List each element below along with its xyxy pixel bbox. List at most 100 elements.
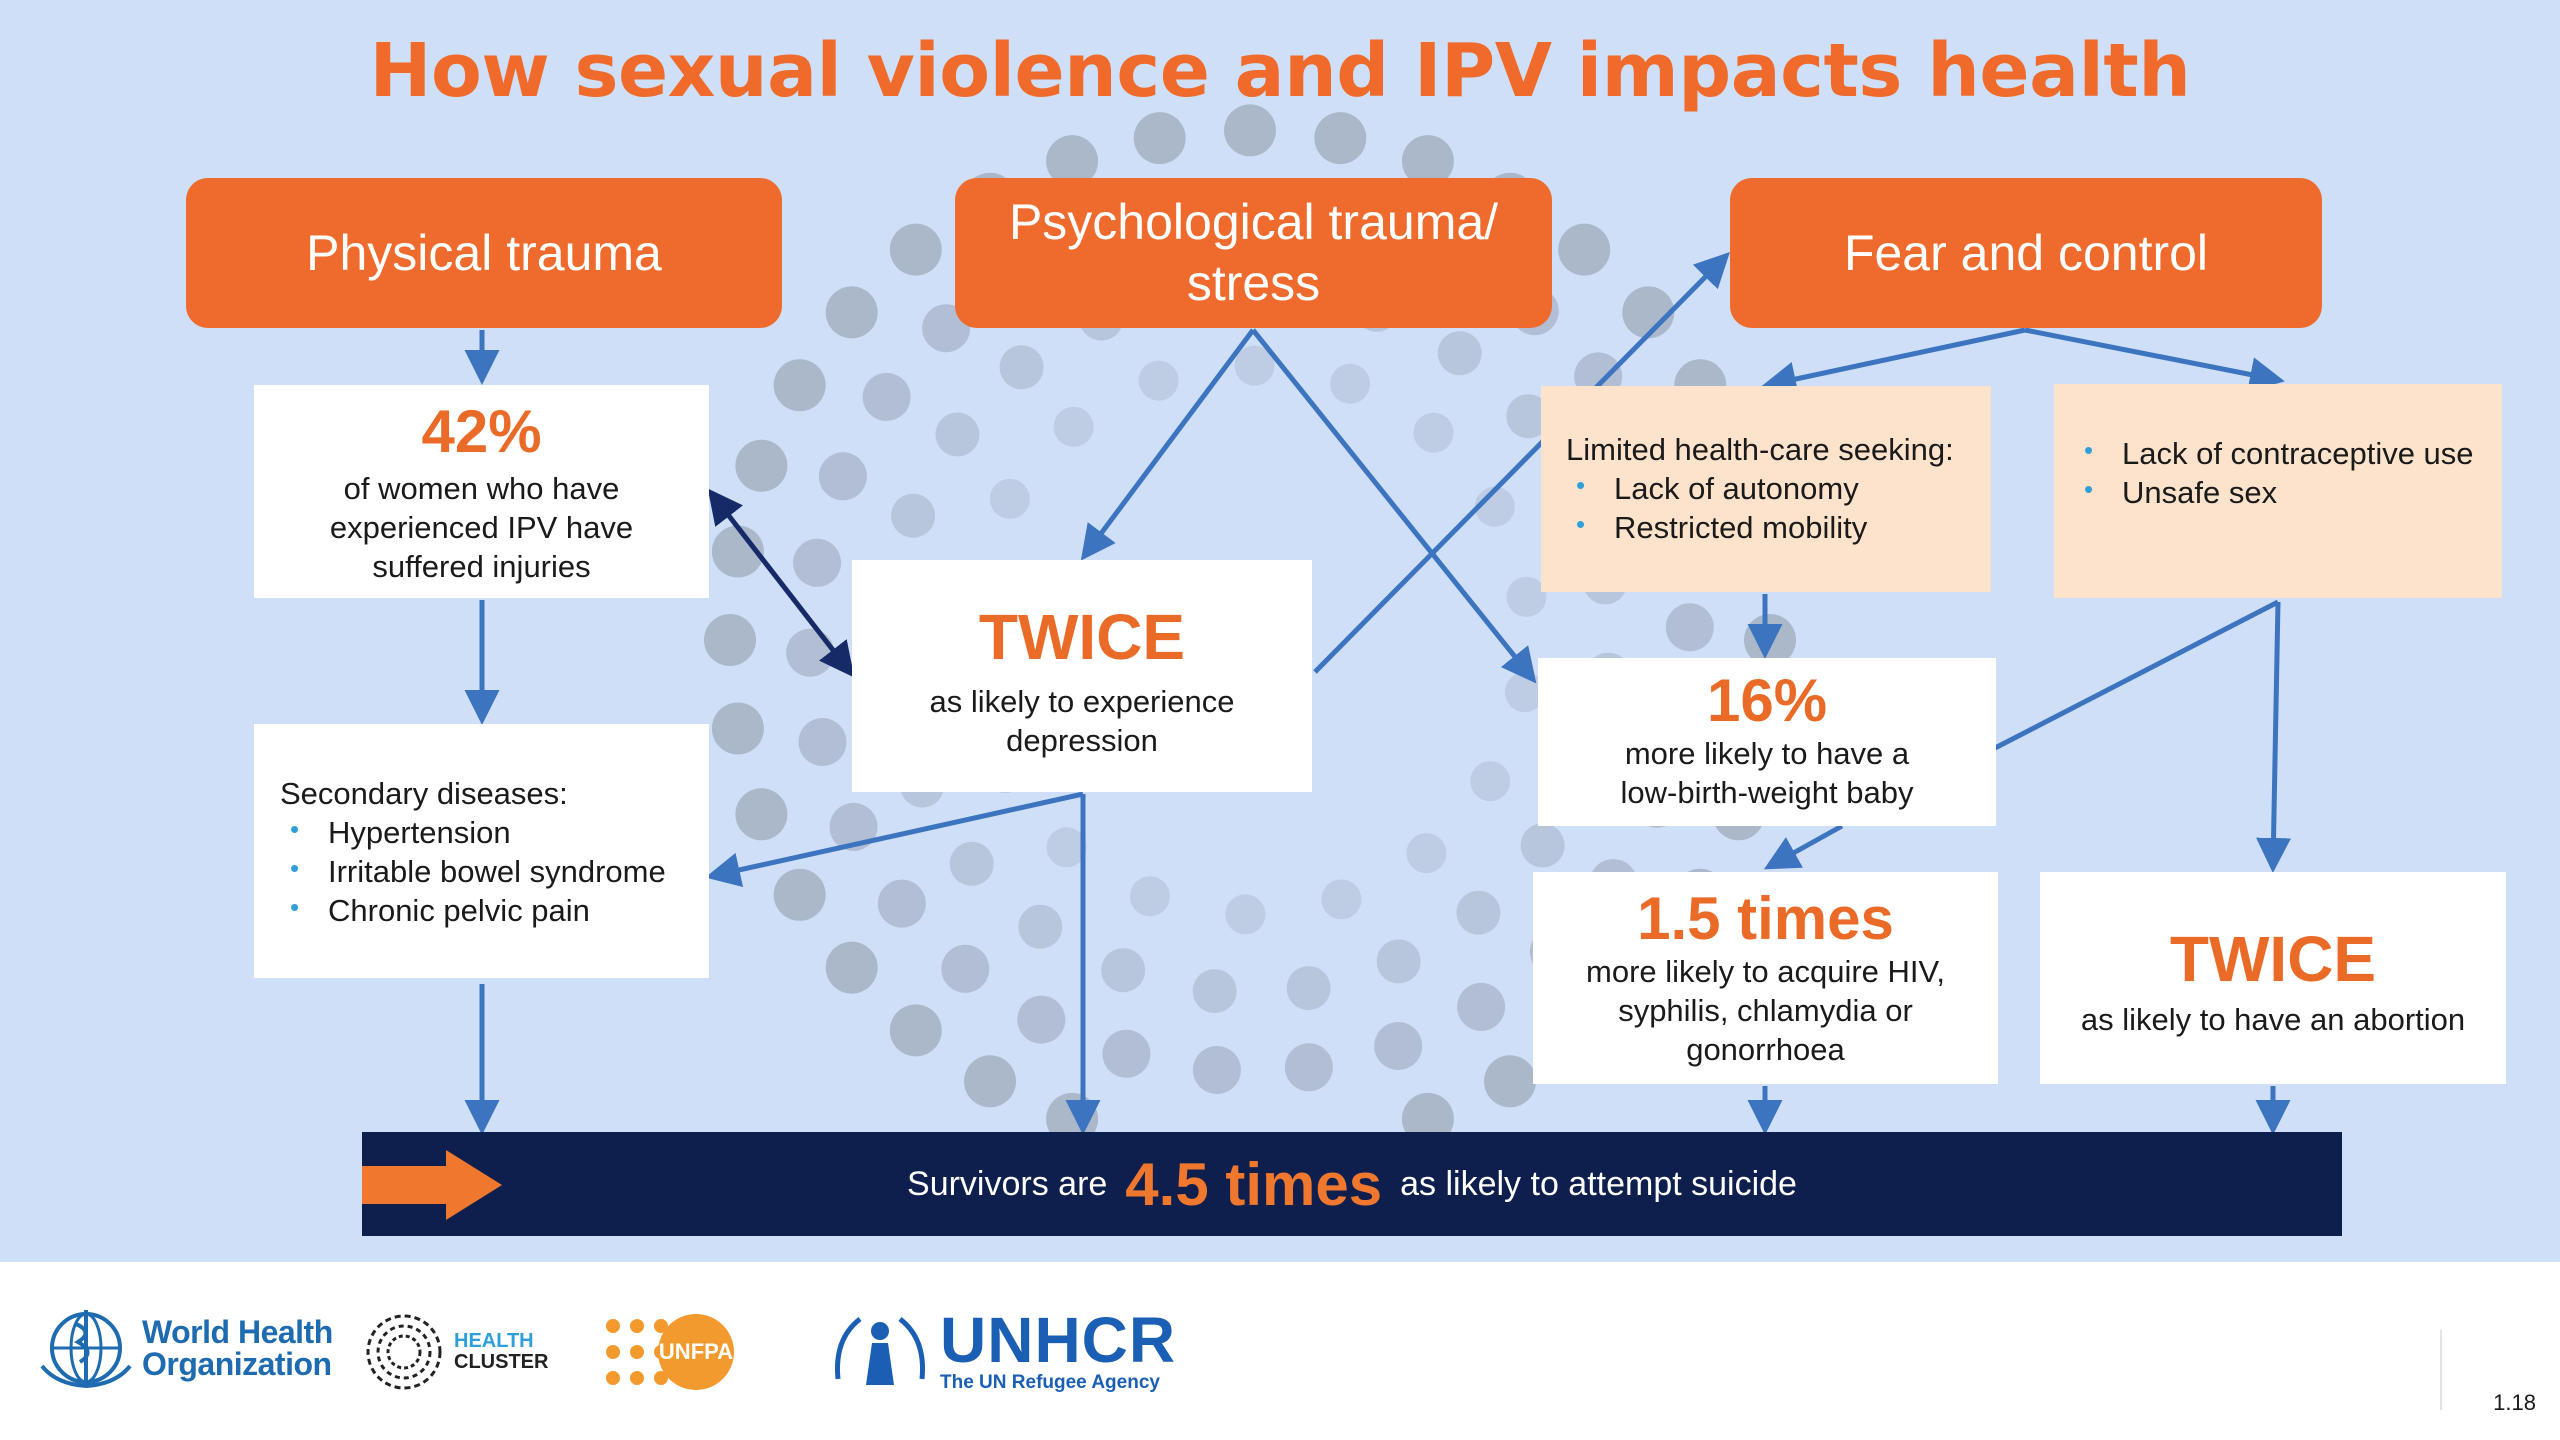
footer-logos: World Health Organization HEALTH CLUSTER bbox=[0, 1262, 2560, 1440]
decorative-dot bbox=[1506, 576, 1547, 617]
unhcr-emblem-icon bbox=[834, 1317, 926, 1385]
decorative-dot bbox=[1017, 995, 1066, 1044]
unhcr-subtitle: The UN Refugee Agency bbox=[940, 1372, 1160, 1393]
decorative-dot bbox=[1053, 406, 1094, 447]
contraceptive-list: Lack of contraceptive use Unsafe sex bbox=[2074, 434, 2482, 512]
secondary-diseases-box: Secondary diseases: Hypertension Irritab… bbox=[254, 724, 709, 978]
banner-suffix: as likely to attempt suicide bbox=[1400, 1164, 1797, 1203]
arrow-psych-to-lowbirth bbox=[1251, 328, 1537, 684]
list-item: Irritable bowel syndrome bbox=[280, 852, 689, 891]
decorative-dot bbox=[1129, 876, 1170, 917]
decorative-dot bbox=[1046, 827, 1087, 868]
page-number-divider bbox=[2440, 1330, 2442, 1410]
decorative-dot bbox=[877, 879, 926, 928]
health-cluster-swirl-icon bbox=[366, 1314, 442, 1390]
decorative-dot bbox=[1401, 1092, 1454, 1145]
decorative-dot bbox=[711, 702, 764, 755]
header-fear-and-control: Fear and control bbox=[1730, 178, 2322, 328]
healthcare-heading: Limited health-care seeking: bbox=[1566, 432, 1954, 467]
decorative-dot bbox=[825, 941, 878, 994]
decorative-dot bbox=[1284, 1043, 1333, 1092]
decorative-dot bbox=[1558, 223, 1611, 276]
who-name-line1: World Health bbox=[142, 1314, 333, 1350]
lowbirth-stat: 16% bbox=[1706, 667, 1828, 734]
depression-stat: TWICE bbox=[978, 601, 1186, 673]
decorative-dot bbox=[935, 412, 980, 457]
decorative-dot bbox=[964, 1055, 1016, 1108]
decorative-dot bbox=[941, 944, 990, 993]
orange-arrow-icon bbox=[362, 1150, 502, 1220]
decorative-dot bbox=[829, 802, 878, 851]
arrow-depression-to-fear bbox=[1313, 252, 1730, 674]
decorative-dot bbox=[773, 868, 826, 921]
list-item: Restricted mobility bbox=[1566, 508, 1979, 547]
decorative-dot bbox=[889, 1004, 942, 1057]
decorative-dot bbox=[735, 439, 788, 492]
secondary-heading: Secondary diseases: bbox=[280, 776, 568, 811]
decorative-dot bbox=[1401, 135, 1454, 188]
decorative-dot bbox=[999, 345, 1044, 390]
list-item: Chronic pelvic pain bbox=[280, 891, 689, 930]
healthcare-seeking-box: Limited health-care seeking: Lack of aut… bbox=[1541, 386, 1991, 592]
who-emblem-icon bbox=[40, 1310, 132, 1389]
decorative-dot bbox=[1374, 1022, 1423, 1070]
list-item: Lack of autonomy bbox=[1566, 469, 1979, 508]
injuries-text: of women who have experienced IPV have s… bbox=[329, 471, 634, 585]
abortion-stat: TWICE bbox=[2169, 923, 2377, 995]
lowbirth-text: more likely to have a low-birth-weight b… bbox=[1620, 736, 1914, 811]
list-item: Hypertension bbox=[280, 813, 689, 852]
decorative-dot bbox=[1314, 112, 1367, 165]
injuries-stat: 42% bbox=[421, 398, 542, 465]
contraceptive-box: Lack of contraceptive use Unsafe sex bbox=[2054, 384, 2502, 598]
decorative-dot bbox=[1101, 948, 1146, 993]
decorative-dot bbox=[1234, 345, 1275, 386]
arrow-contraceptive-to-hiv-head bbox=[1763, 823, 1844, 870]
decorative-dot bbox=[1225, 894, 1266, 935]
decorative-dot bbox=[1457, 982, 1506, 1031]
arrow-fear-to-contraceptive bbox=[2024, 327, 2285, 392]
header-psychological-trauma: Psychological trauma/ stress bbox=[955, 178, 1552, 328]
banner-prefix: Survivors are bbox=[907, 1164, 1108, 1203]
arrow-depression-to-secondary bbox=[705, 791, 1084, 888]
depression-text: as likely to experience depression bbox=[929, 684, 1235, 759]
decorative-dot bbox=[1413, 412, 1454, 453]
decorative-dot bbox=[1330, 363, 1371, 404]
hiv-text: more likely to acquire HIV, syphilis, ch… bbox=[1586, 954, 1945, 1068]
arrow-psych-to-depression bbox=[1080, 328, 1256, 561]
arrow-contraceptive-to-abortion bbox=[2256, 601, 2292, 873]
decorative-dot bbox=[735, 788, 788, 841]
injuries-box: 42% of women who have experienced IPV ha… bbox=[254, 385, 709, 598]
unhcr-logo: UNHCR The UN Refugee Agency bbox=[830, 1308, 1176, 1394]
decorative-dot bbox=[891, 493, 936, 538]
unfpa-circle: UNFPA bbox=[658, 1314, 734, 1390]
who-logo: World Health Organization bbox=[36, 1306, 333, 1390]
decorative-dot bbox=[1138, 360, 1179, 401]
banner-stat: 4.5 times bbox=[1125, 1150, 1383, 1218]
decorative-dot bbox=[989, 478, 1030, 519]
decorative-dot bbox=[1286, 966, 1331, 1011]
decorative-dot bbox=[1224, 104, 1276, 157]
decorative-dot bbox=[1192, 969, 1237, 1014]
decorative-dot bbox=[1102, 1029, 1151, 1078]
hiv-box: 1.5 times more likely to acquire HIV, sy… bbox=[1533, 872, 1998, 1084]
slide-canvas: How sexual violence and IPV impacts heal… bbox=[0, 0, 2560, 1262]
suicide-banner: Survivors are 4.5 times as likely to att… bbox=[362, 1132, 2342, 1236]
slide-title: How sexual violence and IPV impacts heal… bbox=[369, 28, 2191, 114]
abortion-box: TWICE as likely to have an abortion bbox=[2040, 872, 2506, 1084]
decorative-dot bbox=[1192, 1046, 1241, 1094]
decorative-dot bbox=[889, 223, 942, 276]
decorative-dot bbox=[1520, 823, 1565, 868]
decorative-dot bbox=[1321, 879, 1362, 920]
header-physical-trauma: Physical trauma bbox=[186, 178, 782, 328]
health-cluster-line1: HEALTH bbox=[454, 1330, 534, 1352]
healthcare-list: Lack of autonomy Restricted mobility bbox=[1566, 469, 1979, 547]
decorative-dot bbox=[1046, 135, 1099, 188]
decorative-dot bbox=[949, 841, 994, 886]
decorative-dot bbox=[1437, 331, 1482, 376]
decorative-dot bbox=[862, 372, 911, 421]
list-item: Lack of contraceptive use bbox=[2074, 434, 2482, 473]
who-name-line2: Organization bbox=[142, 1346, 332, 1382]
hiv-stat: 1.5 times bbox=[1637, 885, 1894, 952]
decorative-dot bbox=[1406, 833, 1447, 874]
decorative-dot bbox=[1376, 939, 1421, 984]
